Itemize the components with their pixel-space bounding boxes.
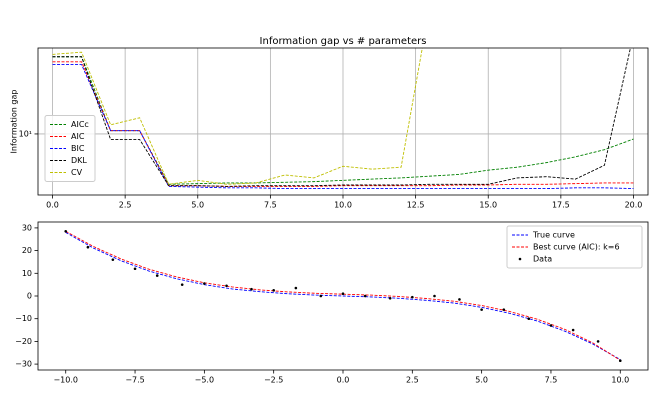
y-tick-label: 0 <box>27 292 32 301</box>
x-tick-label: 5.0 <box>475 376 488 385</box>
data-point <box>272 289 275 292</box>
y-tick-label: −10 <box>15 314 32 323</box>
legend-label: Best curve (AIC): k=6 <box>533 243 620 252</box>
legend-label: BIC <box>71 144 85 153</box>
legend-marker <box>518 257 522 261</box>
x-tick-label: 15.0 <box>479 201 497 210</box>
data-point <box>363 294 367 298</box>
plot-area <box>52 48 634 190</box>
x-tick-label: 7.5 <box>545 376 558 385</box>
x-tick-label: 0.0 <box>337 376 350 385</box>
data-point <box>596 340 600 343</box>
legend-label: Data <box>533 255 552 264</box>
legend-label: CV <box>71 168 83 177</box>
y-tick-label: 20 <box>22 246 32 255</box>
data-point <box>458 298 461 301</box>
x-tick-label: 2.5 <box>119 201 132 210</box>
y-tick-label: 10 <box>22 269 32 278</box>
x-tick-label: 10.0 <box>334 201 352 210</box>
legend-label: True curve <box>532 231 575 240</box>
y-tick-label: 30 <box>22 223 32 232</box>
data-point <box>64 230 68 233</box>
chart-title: Information gap vs # parameters <box>260 36 427 47</box>
legend-label: AIC <box>71 132 85 141</box>
data-point <box>502 308 506 311</box>
data-point <box>571 328 575 332</box>
y-tick-label: 10¹ <box>19 129 32 138</box>
plot-frame <box>37 47 649 196</box>
y-tick-label: −20 <box>15 337 32 346</box>
x-tick-label: 7.5 <box>264 201 277 210</box>
x-tick-label: −5.0 <box>195 376 214 385</box>
data-point <box>319 294 323 298</box>
data-point <box>111 258 115 261</box>
data-point <box>250 287 253 291</box>
data-point <box>618 359 622 362</box>
x-tick-label: 20.0 <box>625 201 643 210</box>
series-line <box>52 48 423 185</box>
data-point <box>411 295 414 299</box>
data-point <box>341 292 345 296</box>
data-point <box>86 245 90 249</box>
legend-box <box>506 225 643 269</box>
x-tick-label: 5.0 <box>191 201 204 210</box>
data-point <box>133 267 137 271</box>
x-tick-label: −2.5 <box>264 376 283 385</box>
y-tick-label: −30 <box>15 360 32 369</box>
series-line <box>52 64 634 190</box>
x-tick-label: −7.5 <box>125 376 144 385</box>
x-tick-label: −10.0 <box>53 376 78 385</box>
data-point <box>388 296 392 300</box>
legend-label: AICc <box>71 120 89 129</box>
legend-label: DKL <box>71 156 87 165</box>
series-line <box>52 48 631 187</box>
data-point <box>155 274 159 277</box>
data-point <box>549 324 553 327</box>
data-point <box>480 308 483 311</box>
data-point <box>433 294 436 298</box>
series-line <box>65 230 621 361</box>
x-tick-label: 0.0 <box>46 201 59 210</box>
data-point <box>527 317 531 320</box>
x-tick-label: 17.5 <box>552 201 570 210</box>
data-point <box>203 282 206 285</box>
x-tick-label: 2.5 <box>406 376 419 385</box>
plot-area <box>64 230 622 362</box>
y-axis-label: Information gap <box>10 90 19 154</box>
x-tick-label: 10.0 <box>611 376 629 385</box>
plot-frame <box>37 221 649 371</box>
data-point <box>180 283 184 286</box>
data-point <box>294 286 298 290</box>
data-point <box>225 284 228 288</box>
legend-box <box>44 115 96 182</box>
x-tick-label: 12.5 <box>407 201 425 210</box>
